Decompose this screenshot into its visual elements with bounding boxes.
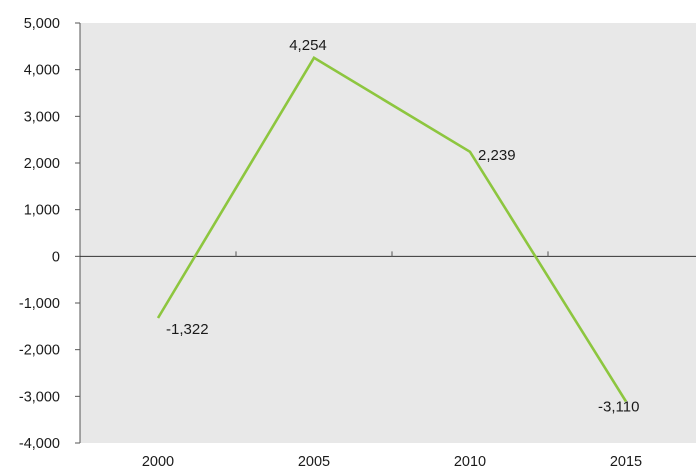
y-ticks: 5,000 4,000 3,000 2,000 1,000 0 -1,000 -2,000 -3… (19, 16, 80, 452)
y-tick-label: -3,000 (19, 389, 60, 405)
y-tick-label: 4,000 (24, 63, 60, 79)
data-label: 4,254 (289, 37, 327, 54)
series (156, 56, 628, 403)
data-label: -3,110 (598, 398, 639, 415)
y-tick-label: -1,000 (19, 296, 60, 312)
x-tick-label: 2015 (610, 454, 642, 470)
x-tick-label: 2000 (142, 454, 174, 470)
data-labels: -1,322 4,254 2,239 -3,110 (166, 37, 639, 416)
series-line (156, 56, 628, 403)
plot-area (80, 23, 696, 443)
x-tick-label: 2005 (298, 454, 330, 470)
y-tick-label: 5,000 (24, 16, 60, 32)
data-label: -1,322 (166, 321, 209, 338)
y-tick-label: 1,000 (24, 203, 60, 219)
x-tick-label: 2010 (454, 454, 486, 470)
y-tick-label: -2,000 (19, 343, 60, 359)
y-tick-label: 0 (52, 249, 60, 265)
y-tick-label: 2,000 (24, 156, 60, 172)
y-tick-label: 3,000 (24, 109, 60, 125)
data-label: 2,239 (478, 147, 516, 164)
y-tick-label: -4,000 (19, 436, 60, 452)
x-ticks: 2000 2005 2010 2015 (142, 251, 642, 470)
